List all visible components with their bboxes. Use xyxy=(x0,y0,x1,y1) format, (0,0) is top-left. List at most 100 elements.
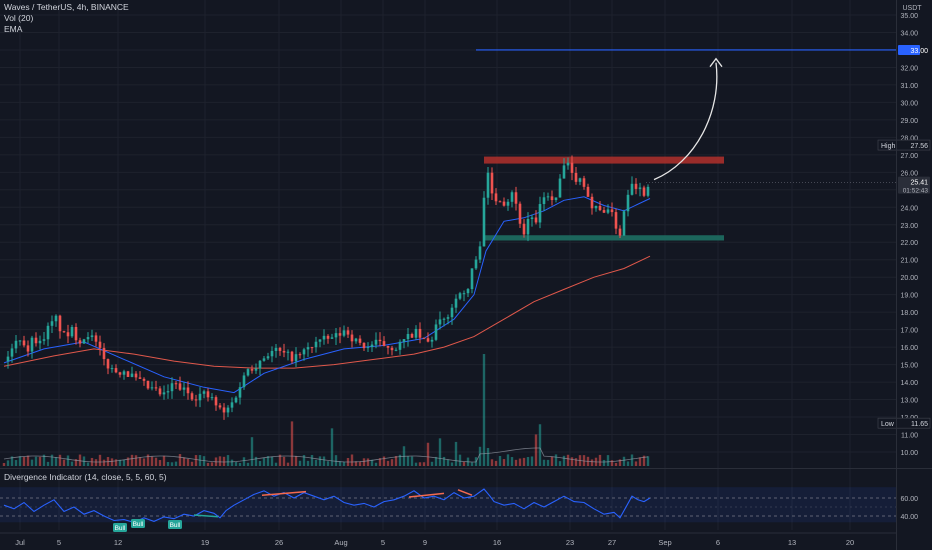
candle-body xyxy=(378,339,382,342)
volume-bar xyxy=(18,456,22,466)
candle xyxy=(354,337,358,344)
candle-body xyxy=(450,307,454,318)
volume-bar xyxy=(262,457,266,466)
candle xyxy=(610,202,614,217)
candle-body xyxy=(622,211,626,236)
price-tick-label: 23.00 xyxy=(900,223,918,230)
candle-body xyxy=(254,368,258,371)
candle xyxy=(374,332,378,349)
candle xyxy=(62,330,66,333)
candle-body xyxy=(38,340,42,344)
candle xyxy=(606,204,610,215)
candle xyxy=(598,200,602,212)
candle xyxy=(270,346,274,363)
volume-bar xyxy=(410,456,414,466)
candle-body xyxy=(550,196,554,201)
candle-body xyxy=(346,330,350,335)
candle xyxy=(302,347,306,361)
candle xyxy=(378,332,382,347)
volume-bar xyxy=(462,461,466,466)
volume-bar xyxy=(134,455,138,466)
volume-bar xyxy=(470,462,474,466)
candle xyxy=(486,167,490,205)
volume-bar xyxy=(58,454,62,466)
volume-bar xyxy=(522,457,526,466)
price-tick-label: 19.00 xyxy=(900,293,918,300)
candle xyxy=(370,341,374,352)
candle-body xyxy=(586,186,590,197)
candle-body xyxy=(458,293,462,299)
target-price-badge-bg xyxy=(898,44,920,55)
volume-bar xyxy=(574,458,578,466)
high-value: 27.56 xyxy=(910,143,928,150)
candle-body xyxy=(206,391,210,398)
candle-body xyxy=(278,347,282,351)
candle-body xyxy=(314,341,318,348)
candle-body xyxy=(30,337,34,352)
volume-bar xyxy=(286,462,290,466)
time-tick-label: 23 xyxy=(566,538,574,547)
price-tick-label: 22.00 xyxy=(900,240,918,247)
candle xyxy=(426,332,430,343)
volume-bar xyxy=(126,457,130,466)
current-price-value: 25.41 xyxy=(910,180,928,187)
volume-bar xyxy=(610,460,614,466)
candle-body xyxy=(578,178,582,182)
candle-body xyxy=(494,193,498,202)
volume-bar xyxy=(426,442,430,466)
candle xyxy=(58,314,62,339)
grid-lines xyxy=(0,0,896,530)
volume-bar xyxy=(614,462,618,466)
candle xyxy=(98,335,102,356)
volume-bar xyxy=(390,459,394,466)
divergence-line xyxy=(457,489,473,496)
time-tick-label: 16 xyxy=(493,538,501,547)
candle xyxy=(586,183,590,197)
candle xyxy=(626,189,630,217)
candle-body xyxy=(238,387,242,398)
volume-bar xyxy=(102,459,106,466)
volume-bar xyxy=(406,456,410,466)
volume-bar xyxy=(538,424,542,466)
candle-body xyxy=(330,337,334,339)
volume-bar xyxy=(26,455,30,466)
candle xyxy=(546,192,550,201)
candle xyxy=(6,350,10,369)
candle xyxy=(526,212,530,242)
candle xyxy=(134,371,138,381)
divergence-indicator-title: Divergence Indicator (14, close, 5, 5, 6… xyxy=(4,472,167,482)
candle-body xyxy=(350,334,354,342)
volume-bar xyxy=(158,460,162,466)
volume-bar xyxy=(270,456,274,466)
candle-body xyxy=(334,333,338,338)
pane-divider[interactable] xyxy=(0,468,932,469)
candle-body xyxy=(286,351,290,353)
candle xyxy=(582,175,586,190)
volume-bar xyxy=(434,456,438,466)
candle-body xyxy=(226,407,230,413)
candle-body xyxy=(262,358,266,361)
candle xyxy=(554,197,558,203)
time-tick-label: 5 xyxy=(57,538,61,547)
candle-body xyxy=(42,339,46,341)
candle xyxy=(114,364,118,374)
candle xyxy=(278,346,282,356)
volume-bar xyxy=(2,462,6,466)
candle xyxy=(506,198,510,211)
volume-bar xyxy=(454,441,458,466)
candle-body xyxy=(26,345,30,352)
volume-bar xyxy=(342,461,346,466)
volume-bar xyxy=(266,456,270,466)
volume-bar xyxy=(542,459,546,466)
ema-slow-line xyxy=(3,255,651,369)
high-badge: High 27.56 xyxy=(877,139,931,151)
candle-body xyxy=(194,399,198,401)
volume-bar xyxy=(510,457,514,466)
volume-bar xyxy=(162,455,166,466)
candle-body xyxy=(394,349,398,351)
price-tick-label: 10.00 xyxy=(900,450,918,457)
volume-bar xyxy=(194,455,198,466)
time-tick-label: 27 xyxy=(608,538,616,547)
price-tick-label: 24.00 xyxy=(900,205,918,212)
